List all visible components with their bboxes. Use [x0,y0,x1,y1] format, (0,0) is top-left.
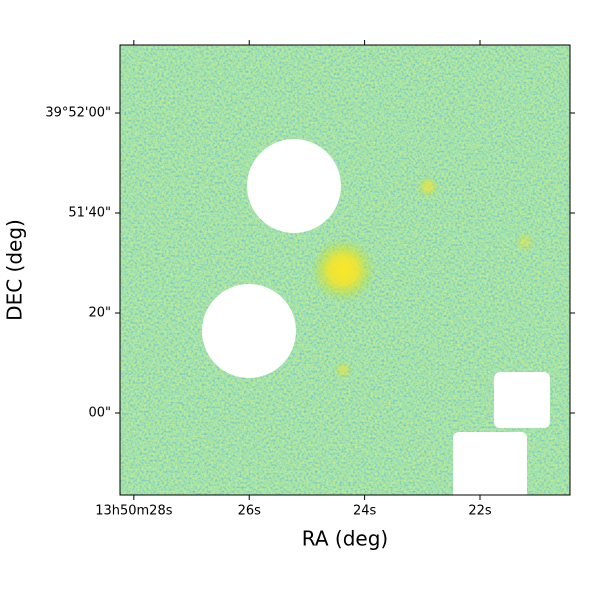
y-tick-label: 39°52'00" [45,106,111,121]
x-tick-label: 24s [353,504,377,519]
x-tick-label: 26s [238,504,262,519]
sky-image [120,45,570,495]
y-tick-label: 20" [88,306,111,321]
y-tick-label: 51'40" [68,206,111,221]
x-axis-label: RA (deg) [302,527,388,551]
x-tick-label: 13h50m28s [95,504,173,519]
y-tick-label: 00" [88,406,111,421]
axes-frame [119,44,571,496]
x-tick-label: 22s [468,504,492,519]
y-axis-label: DEC (deg) [3,219,27,321]
